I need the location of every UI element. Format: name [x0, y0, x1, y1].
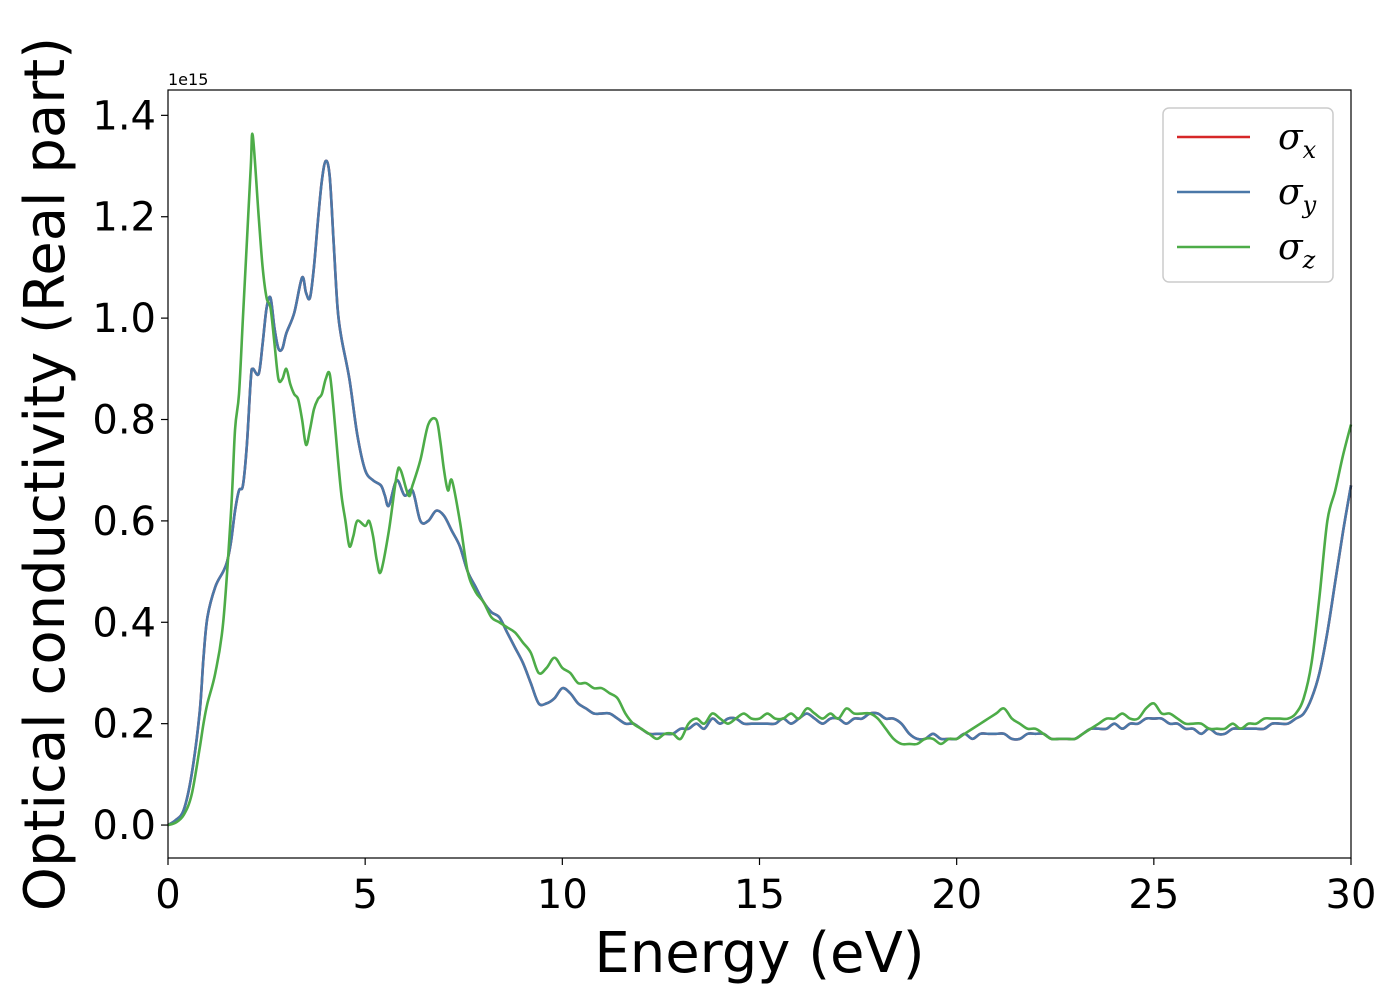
- y-tick-label: 0.0: [92, 803, 156, 849]
- series-line-sigma-z: [167, 132, 1353, 827]
- plot-lines: [167, 132, 1353, 827]
- legend-label-sigma-x: σx: [1278, 117, 1317, 164]
- x-tick-label: 5: [352, 872, 377, 918]
- legend-label-sigma-z: σz: [1278, 227, 1316, 274]
- y-tick-label: 1.4: [92, 93, 156, 139]
- legend-label-sigma-y: σy: [1278, 172, 1317, 219]
- y-tick-label: 1.2: [92, 195, 156, 241]
- x-tick-label: 15: [734, 872, 785, 918]
- y-tick-label: 0.6: [92, 499, 156, 545]
- x-tick-label: 10: [537, 872, 588, 918]
- y-axis-ticks: 0.0 0.2 0.4 0.6 0.8 1.0 1.2 1.4: [92, 93, 168, 849]
- y-tick-label: 0.8: [92, 398, 156, 444]
- x-tick-label: 20: [931, 872, 982, 918]
- x-axis-title: Energy (eV): [594, 921, 924, 986]
- legend-box: [1162, 107, 1334, 283]
- y-offset-label: 1e15: [168, 70, 208, 89]
- legend: σx σy σz: [1162, 107, 1334, 283]
- y-tick-label: 0.4: [92, 600, 156, 646]
- y-axis-title: Optical conductivity (Real part): [13, 37, 78, 911]
- x-axis-ticks: 0 5 10 15 20 25 30: [155, 858, 1376, 918]
- series-line-sigma-y: [167, 159, 1353, 827]
- x-tick-label: 0: [155, 872, 180, 918]
- y-tick-label: 1.0: [92, 296, 156, 342]
- x-tick-label: 25: [1128, 872, 1179, 918]
- y-tick-label: 0.2: [92, 702, 156, 748]
- x-tick-label: 30: [1326, 872, 1377, 918]
